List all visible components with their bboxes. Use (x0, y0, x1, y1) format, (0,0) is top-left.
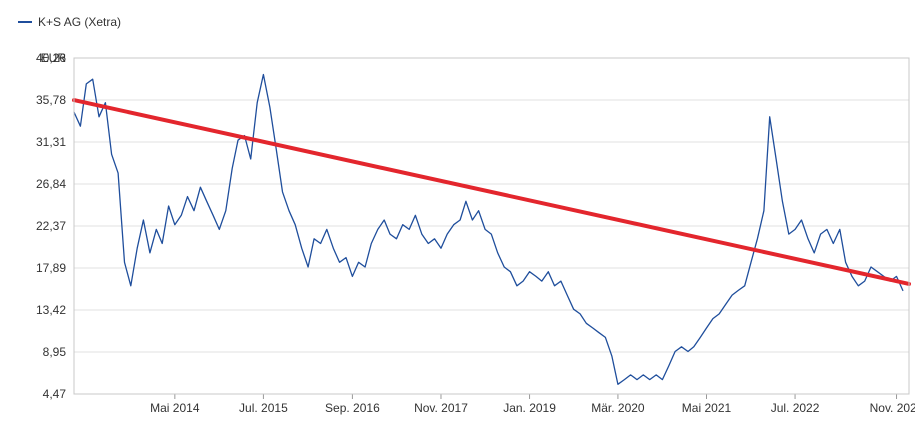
y-tick-label: 26,84 (36, 177, 66, 191)
y-tick-label: 35,78 (36, 93, 66, 107)
x-tick-label: Nov. 2017 (414, 401, 468, 415)
legend-label: K+S AG (Xetra) (38, 15, 122, 29)
x-tick-label: Jul. 2022 (771, 401, 820, 415)
plot-frame (73, 57, 910, 395)
y-tick-label: 13,42 (36, 303, 66, 317)
x-tick-label: Nov. 2023 (870, 401, 915, 415)
y-tick-label: 4,47 (43, 387, 67, 401)
x-tick-label: Mai 2021 (682, 401, 732, 415)
x-tick-label: Mai 2014 (150, 401, 200, 415)
y-axis-unit-label: EUR (41, 51, 67, 65)
x-axis-ticks: Mai 2014 Jul. 2015 Sep. 2016 Nov. 2017 Jan. … (150, 394, 915, 415)
x-tick-label: Jan. 2019 (503, 401, 556, 415)
grid-lines (74, 57, 909, 395)
x-tick-label: Jul. 2015 (239, 401, 288, 415)
x-tick-label: Sep. 2016 (325, 401, 380, 415)
y-tick-label: 22,37 (36, 219, 66, 233)
y-tick-label: 17,89 (36, 261, 66, 275)
y-tick-label: 8,95 (43, 345, 67, 359)
price-series-line (73, 73, 904, 385)
chart-legend: K+S AG (Xetra) (18, 14, 121, 30)
y-axis-ticks: 4,47 8,95 13,42 17,89 22,37 26,84 31,31 35,78 40… (36, 51, 66, 401)
legend-swatch (18, 21, 32, 23)
series-lines (72, 73, 911, 385)
trend-line (72, 98, 911, 286)
x-tick-label: Mär. 2020 (591, 401, 645, 415)
y-tick-label: 40,26 (36, 51, 66, 65)
y-tick-label: 31,31 (36, 135, 66, 149)
